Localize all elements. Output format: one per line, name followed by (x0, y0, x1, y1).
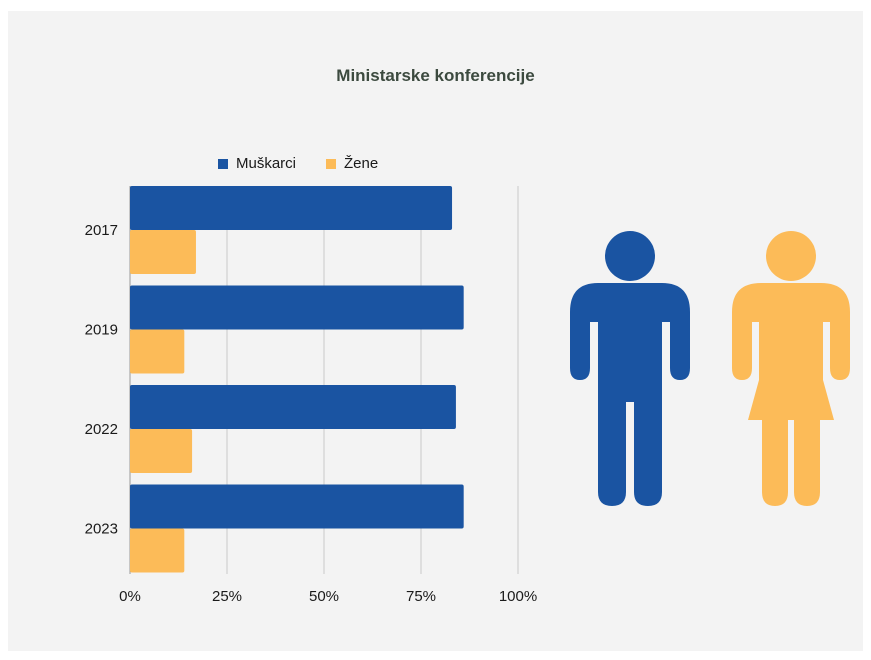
legend-swatch-women (326, 158, 337, 169)
female-figure-icon (732, 231, 850, 506)
bar-men-2019 (130, 285, 464, 330)
bar-men-2022 (130, 385, 456, 429)
male-figure-icon (570, 231, 690, 506)
chart-title: Ministarske konferencije (336, 66, 535, 85)
bar-men-2023 (130, 484, 464, 529)
legend-label-women: Žene (344, 155, 379, 172)
bar-women-2022 (130, 429, 193, 473)
y-tick-label: 2017 (85, 222, 118, 239)
legend-item-women: Žene (326, 155, 378, 172)
bar-women-2019 (130, 329, 185, 374)
bar-men-2017 (130, 186, 453, 230)
y-tick-label: 2022 (85, 421, 118, 438)
y-tick-label: 2023 (85, 521, 118, 538)
legend-swatch-men (218, 158, 228, 169)
legend-label-men: Muškarci (236, 155, 297, 172)
x-tick-label: 100% (499, 588, 537, 605)
bar-women-2023 (130, 528, 185, 573)
x-tick-label: 75% (406, 588, 436, 605)
x-tick-label: 25% (212, 588, 242, 605)
x-tick-label: 0% (119, 588, 141, 605)
y-tick-label: 2019 (85, 322, 118, 339)
legend-item-men: Muškarci (218, 155, 296, 172)
bar-women-2017 (130, 230, 196, 274)
x-tick-label: 50% (309, 588, 339, 605)
legend: Muškarci Žene (218, 155, 408, 172)
